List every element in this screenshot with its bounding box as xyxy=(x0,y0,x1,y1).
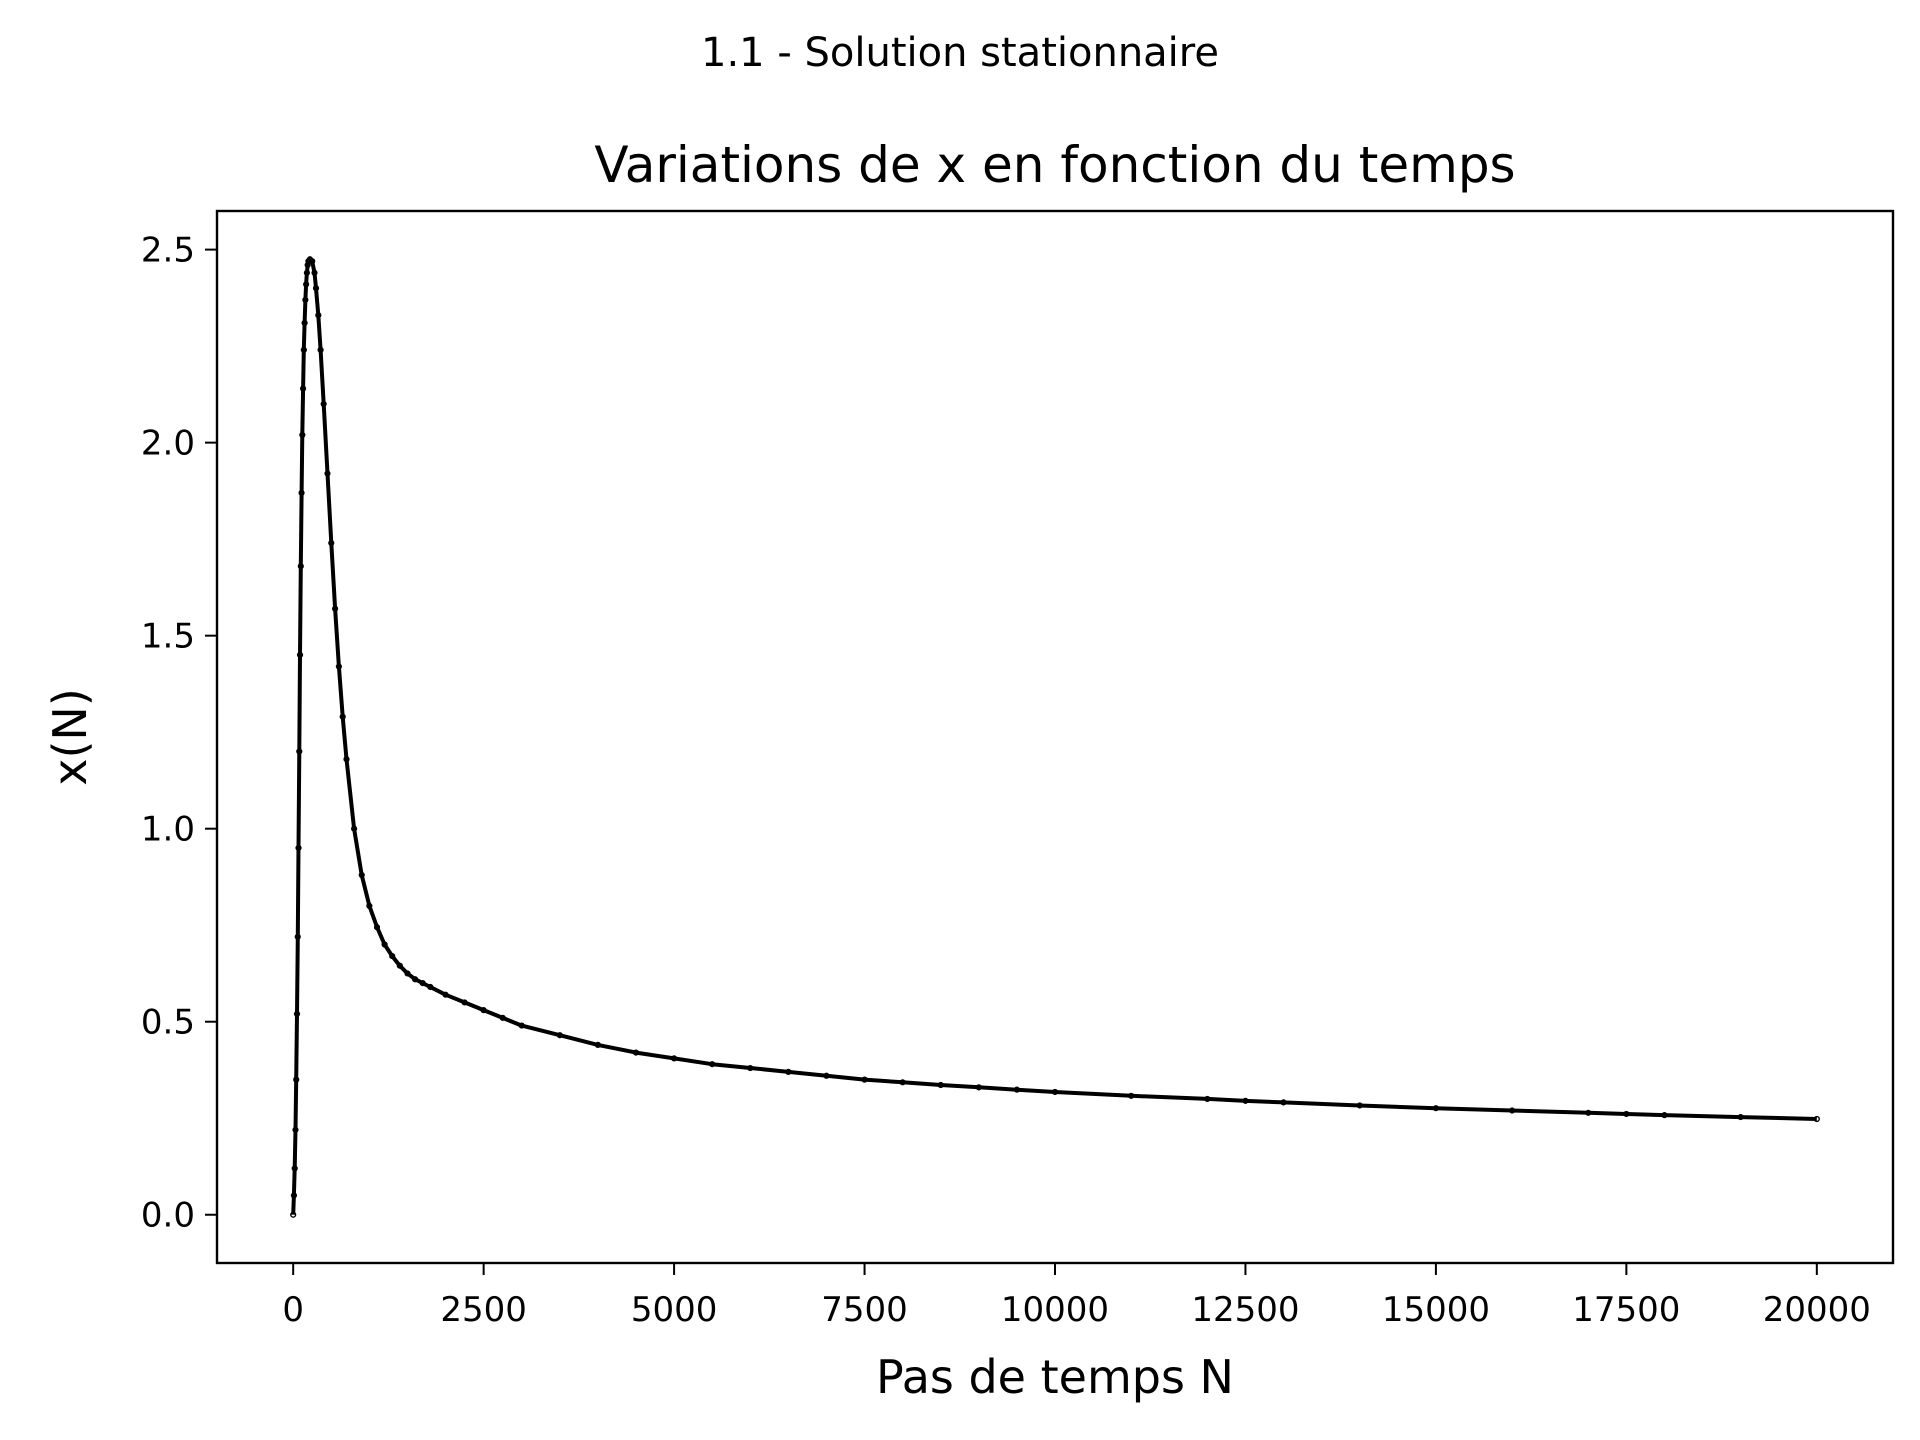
plot-frame xyxy=(215,209,1895,1265)
data-curve xyxy=(291,257,1817,1215)
chart-title: Variations de x en fonction du temps xyxy=(594,136,1515,194)
x-tick-label: 0 xyxy=(282,1290,304,1330)
x-tick-label: 20000 xyxy=(1763,1290,1871,1330)
x-tick-label: 5000 xyxy=(631,1290,718,1330)
y-tick-label: 0.0 xyxy=(141,1196,195,1236)
plot-points xyxy=(290,256,1820,1218)
y-tick-label: 1.0 xyxy=(141,810,195,850)
y-tick-label: 2.5 xyxy=(141,231,195,271)
y-axis: 0.0 0.5 1.0 1.5 2.0 2.5 xyxy=(141,231,217,1236)
figure-suptitle: 1.1 - Solution stationnaire xyxy=(701,30,1219,76)
x-axis: 0 2500 5000 7500 10000 12500 15000 17500 20000 xyxy=(282,1263,1871,1330)
x-tick-label: 10000 xyxy=(1001,1290,1109,1330)
x-tick-label: 12500 xyxy=(1191,1290,1299,1330)
x-tick-label: 7500 xyxy=(821,1290,908,1330)
x-axis-label: Pas de temps N xyxy=(876,1350,1234,1404)
x-tick-label: 2500 xyxy=(440,1290,527,1330)
x-tick-label: 15000 xyxy=(1382,1290,1490,1330)
x-tick-label: 17500 xyxy=(1572,1290,1680,1330)
y-tick-label: 2.0 xyxy=(141,424,195,464)
y-tick-label: 1.5 xyxy=(141,617,195,657)
y-tick-label: 0.5 xyxy=(141,1003,195,1043)
y-axis-label: x(N) xyxy=(43,688,97,786)
